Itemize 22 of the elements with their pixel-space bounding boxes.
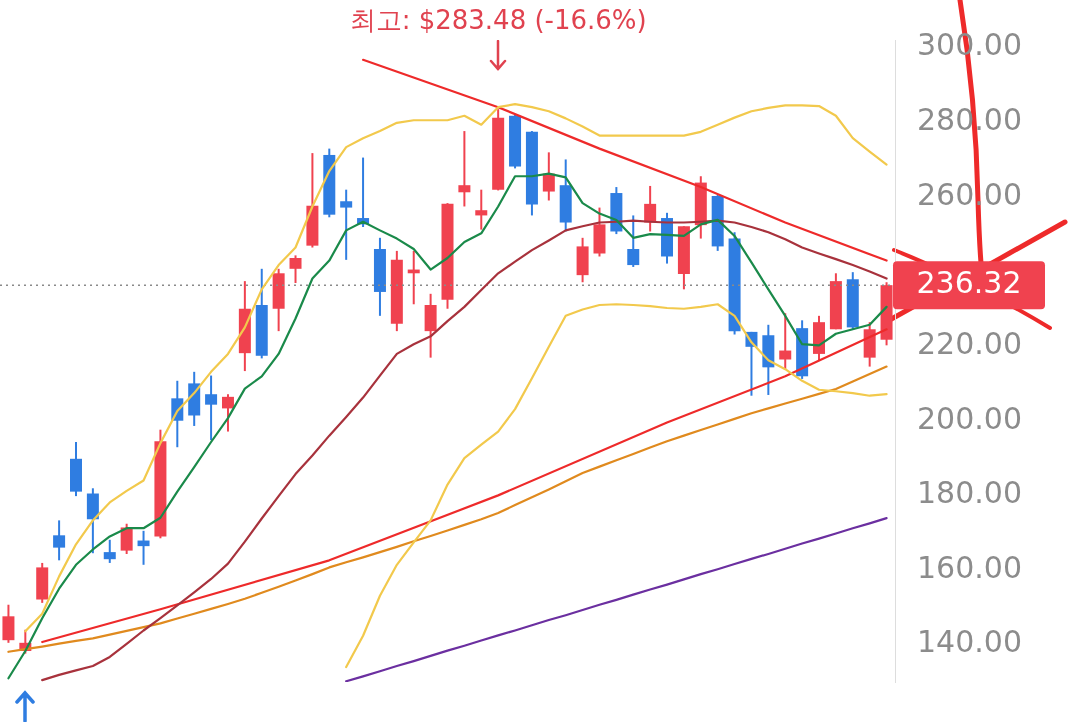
candlestick: [475, 188, 488, 231]
candlestick: [2, 603, 15, 644]
annotation: 최고: $283.48 (-16.6%): [349, 4, 647, 35]
y-tick-label: 200.00: [917, 400, 1022, 436]
candlestick: [103, 538, 116, 564]
candlestick: [289, 254, 302, 284]
candlestick: [644, 184, 657, 233]
y-tick-label: 160.00: [917, 549, 1022, 585]
candlestick: [458, 130, 471, 208]
candlestick: [120, 522, 133, 555]
candlestick: [53, 519, 66, 562]
candlestick: [205, 374, 218, 442]
y-tick-label: 220.00: [917, 325, 1022, 361]
y-tick-label: 180.00: [917, 475, 1022, 511]
candlestick: [340, 188, 353, 261]
y-tick-label: 140.00: [917, 624, 1022, 660]
candlestick: [779, 312, 792, 371]
candlestick: [137, 529, 150, 566]
candlestick: [221, 393, 234, 433]
ref-line-label: 236.32: [916, 264, 1022, 300]
candlestick: [627, 214, 640, 268]
candlestick: [542, 151, 555, 202]
